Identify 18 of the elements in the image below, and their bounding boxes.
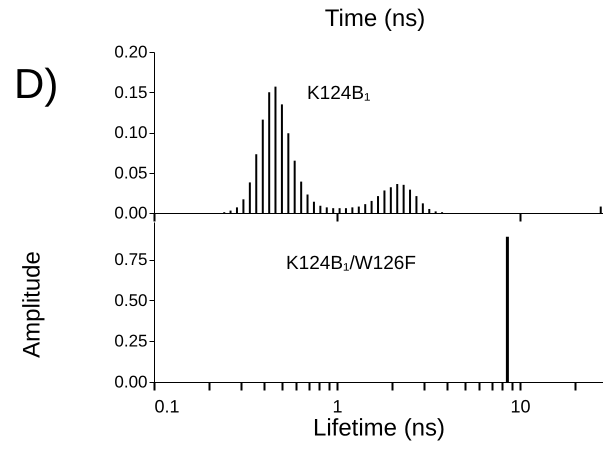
y-tick-label: 0.75 — [114, 250, 148, 270]
x-tick-label: 10 — [510, 396, 531, 416]
x-tick-label: 0.1 — [154, 396, 180, 416]
y-tick-label: 0.20 — [114, 42, 148, 62]
text: K124B₁/W126F — [286, 253, 416, 274]
y-axis-title: Amplitude — [18, 251, 46, 358]
y-tick-label: 0.10 — [114, 123, 148, 142]
series-label: K124B₁ — [307, 83, 370, 104]
y-tick-label: 0.00 — [114, 372, 148, 392]
y-tick-label: 0.25 — [114, 332, 148, 351]
chart-title: D) — [14, 60, 58, 107]
x-axis-title: Lifetime (ns) — [312, 414, 446, 442]
y-tick-label: 0.00 — [114, 204, 148, 222]
y-tick-label: 0.05 — [114, 163, 148, 182]
y-tick-label: 0.50 — [114, 290, 148, 310]
x-tick-label: 1 — [332, 396, 343, 416]
text: Time (ns) — [324, 5, 426, 32]
y-tick-label: 0.15 — [114, 82, 148, 102]
